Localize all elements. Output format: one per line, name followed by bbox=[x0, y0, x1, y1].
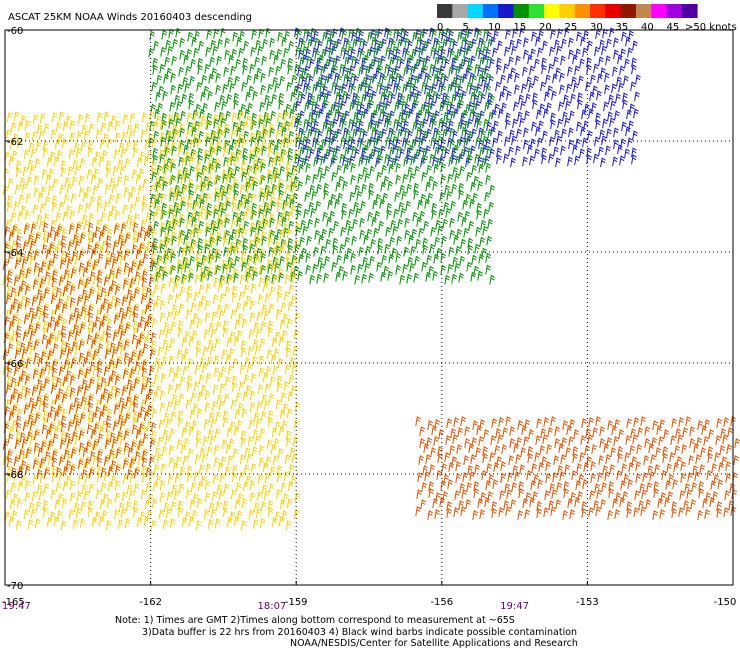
x-tick-label: -156 bbox=[430, 597, 453, 608]
colorbar-swatch bbox=[681, 4, 698, 18]
colorbar-label: 20 bbox=[539, 22, 552, 33]
colorbar-label: 45 bbox=[667, 22, 680, 33]
colorbar-label: 10 bbox=[488, 22, 501, 33]
colorbar-swatch bbox=[528, 4, 545, 18]
wind-barbs-4 bbox=[415, 416, 740, 520]
colorbar-swatch bbox=[513, 4, 530, 18]
colorbar-label: 35 bbox=[616, 22, 629, 33]
time-label: 18:07 bbox=[258, 601, 287, 612]
wind-barbs-2 bbox=[2, 111, 301, 531]
colorbar-swatch bbox=[482, 4, 499, 18]
wind-field-0 bbox=[294, 27, 641, 168]
wind-barbs-3 bbox=[2, 222, 157, 480]
note-line-1: Note: 1) Times are GMT 2)Times along bot… bbox=[115, 615, 515, 626]
colorbar-swatch bbox=[574, 4, 591, 18]
y-tick-label: -68 bbox=[7, 470, 23, 481]
colorbar-label: 15 bbox=[514, 22, 527, 33]
x-tick-label: -153 bbox=[576, 597, 599, 608]
colorbar-swatch bbox=[544, 4, 560, 18]
time-label: 19:47 bbox=[2, 601, 31, 612]
colorbar-label: >50 knots bbox=[685, 22, 737, 33]
axis-layer: -165 -162 -159 -156 -153 -150 -60 -62 -64 -66 -68 -… bbox=[2, 26, 736, 612]
colorbar-swatch bbox=[498, 4, 514, 18]
colorbar-swatch bbox=[590, 4, 606, 18]
colorbar-label: 0 bbox=[437, 22, 443, 33]
x-tick-label: -162 bbox=[139, 597, 162, 608]
colorbar-swatch bbox=[467, 4, 484, 18]
chart-title: ASCAT 25KM NOAA Winds 20160403 descendin… bbox=[8, 12, 252, 23]
colorbar-swatch bbox=[651, 4, 667, 18]
wind-field-3 bbox=[2, 222, 157, 480]
y-tick-label: -62 bbox=[7, 137, 23, 148]
wind-field-4 bbox=[415, 416, 740, 520]
y-tick-label: -66 bbox=[7, 359, 23, 370]
colorbar-swatch bbox=[620, 4, 637, 18]
wind-barb-layer bbox=[2, 27, 740, 531]
colorbar-label: 30 bbox=[590, 22, 603, 33]
colorbar-label: 40 bbox=[641, 22, 654, 33]
colorbar-swatch bbox=[666, 4, 683, 18]
colorbar-swatch bbox=[635, 4, 652, 18]
wind-barbs-0 bbox=[294, 27, 641, 168]
x-tick-label: -150 bbox=[714, 597, 737, 608]
plot-frame bbox=[4, 29, 734, 586]
grid-layer bbox=[5, 30, 733, 585]
colorbar-swatch bbox=[559, 4, 576, 18]
y-tick-label: -60 bbox=[7, 26, 23, 37]
colorbar-label: 5 bbox=[463, 22, 469, 33]
colorbar-swatch bbox=[452, 4, 469, 18]
note-line-3: NOAA/NESDIS/Center for Satellite Applica… bbox=[290, 638, 578, 649]
colorbar: 0 5 10 15 20 25 30 35 40 45 >50 knots bbox=[437, 4, 737, 33]
time-label: 19:47 bbox=[500, 601, 529, 612]
colorbar-swatch bbox=[605, 4, 622, 18]
note-line-2: 3)Data buffer is 22 hrs from 20160403 4)… bbox=[142, 627, 578, 638]
x-tick-label: -165 bbox=[2, 597, 25, 608]
wind-field-2 bbox=[2, 111, 301, 531]
x-tick-label: -159 bbox=[285, 597, 308, 608]
y-tick-label: -70 bbox=[7, 581, 23, 592]
colorbar-swatch bbox=[437, 4, 453, 18]
y-tick-label: -64 bbox=[7, 248, 23, 259]
colorbar-label: 25 bbox=[565, 22, 578, 33]
